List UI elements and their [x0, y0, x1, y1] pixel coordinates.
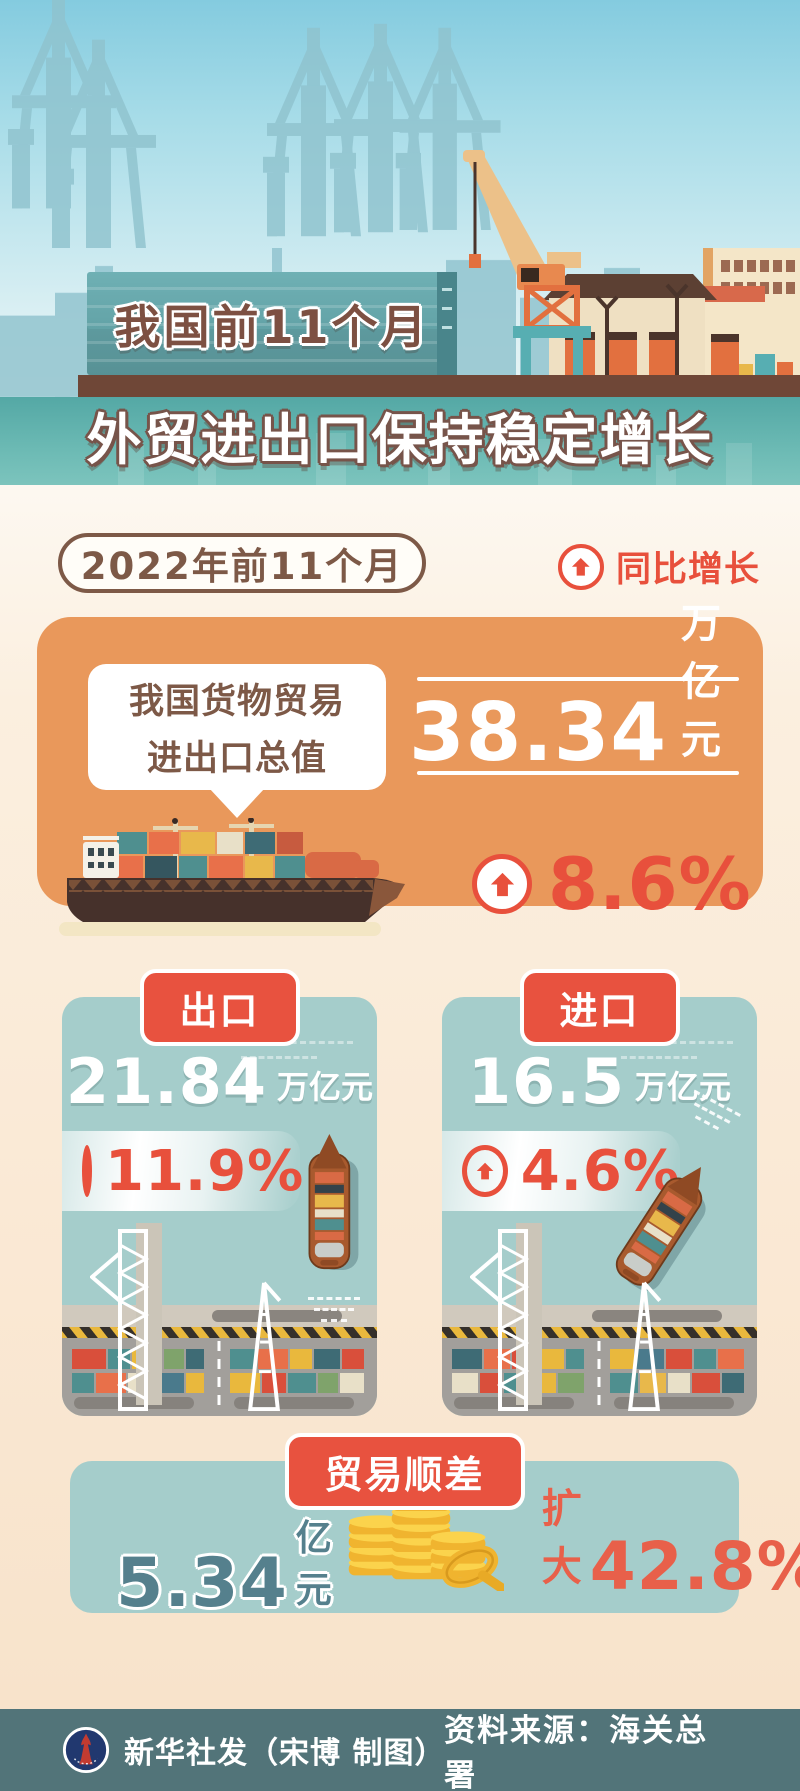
export-card-title: 出口	[139, 969, 300, 1046]
kicker-title: 我国前11个月	[114, 299, 430, 354]
up-arrow-icon	[472, 854, 532, 914]
crane-icon	[232, 1279, 296, 1413]
export-value-unit: 万亿元	[277, 1067, 374, 1106]
cargo-ship-illustration	[59, 818, 405, 936]
growth-legend-label: 同比增长	[616, 550, 761, 590]
source-text: 资料来源：海关总署	[444, 1713, 709, 1791]
total-growth-value: 8.6%	[548, 842, 752, 926]
export-card: 出口 21.84 万亿元 11.9%	[62, 969, 377, 1416]
total-trade-label: 我国货物贸易 进出口总值	[88, 664, 386, 790]
up-arrow-icon	[82, 1145, 92, 1197]
container-sign-edge	[437, 272, 457, 375]
footer: 新华社发（宋博 制图） 资料来源：海关总署	[0, 1709, 800, 1791]
surplus-body: 5.34 万亿元	[70, 1461, 800, 1618]
total-trade-label-line1: 我国货物贸易	[128, 682, 345, 722]
credit-text: 新华社发（宋博 制图）	[124, 1736, 446, 1771]
export-growth-band: 11.9%	[62, 1131, 303, 1211]
label-pointer	[209, 788, 265, 818]
growth-legend: 同比增长	[558, 541, 760, 592]
divider	[417, 771, 739, 775]
up-arrow-icon	[462, 1145, 508, 1197]
import-growth-band: 4.6%	[442, 1131, 680, 1211]
import-value-number: 16.5	[468, 1045, 625, 1118]
import-card-title: 进口	[519, 969, 680, 1046]
total-value: 38.34	[409, 686, 668, 779]
total-trade-label-line2: 进出口总值	[146, 739, 327, 779]
dash-decoration	[621, 1041, 733, 1071]
trade-surplus-card: 贸易顺差 5.34 万亿元	[70, 1433, 800, 1618]
dash-decoration	[241, 1041, 353, 1071]
total-trade-value: 38.34 万亿元	[409, 601, 747, 779]
surplus-growth-value: 42.8%	[589, 1527, 800, 1605]
harbor-buildings-crane-illustration	[463, 150, 800, 378]
total-growth: 8.6%	[472, 842, 752, 926]
ship-wake-icon	[306, 1289, 362, 1322]
surplus-card-title: 贸易顺差	[284, 1433, 525, 1510]
import-value-unit: 万亿元	[634, 1067, 731, 1106]
xinhua-logo	[62, 1726, 110, 1774]
export-value-number: 21.84	[65, 1045, 268, 1118]
export-growth-value: 11.9%	[105, 1138, 305, 1204]
crane-icon	[612, 1279, 676, 1413]
surplus-value-number: 5.34	[116, 1544, 288, 1624]
surplus-growth-prefix: 扩大	[541, 1485, 582, 1590]
quay-strip	[78, 375, 800, 397]
total-trade-panel: 我国货物贸易 进出口总值 38.34 万亿元	[37, 601, 763, 906]
crane-icon	[470, 1223, 562, 1413]
total-unit: 万亿元	[681, 601, 722, 763]
credit-block: 新华社发（宋博 制图）	[62, 1726, 444, 1774]
surplus-growth: 扩大 42.8%	[541, 1476, 800, 1605]
divider	[417, 677, 739, 681]
page-title: 外贸进出口保持稳定增长	[86, 408, 714, 472]
crane-icon	[90, 1223, 182, 1413]
up-arrow-icon	[558, 543, 604, 590]
import-value: 16.5 万亿元	[442, 1045, 757, 1118]
container-sign: 我国前11个月	[87, 272, 457, 375]
period-pill: 2022年前11个月	[58, 533, 426, 593]
ship-top-view-icon	[304, 1123, 362, 1281]
import-growth-value: 4.6%	[520, 1138, 680, 1204]
sky-background: 我国前11个月	[0, 0, 800, 397]
sea-band	[0, 397, 800, 485]
export-value: 21.84 万亿元	[62, 1045, 377, 1118]
import-card: 进口 16.5 万亿元 4.6%	[442, 969, 757, 1416]
